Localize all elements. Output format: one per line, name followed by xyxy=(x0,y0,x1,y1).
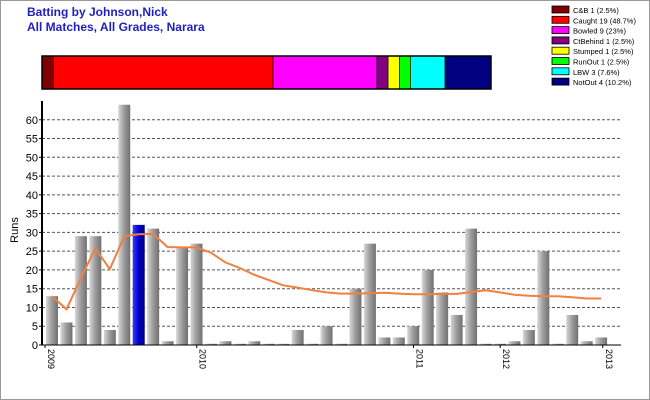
y-axis-label: Runs xyxy=(9,217,21,243)
average-line xyxy=(51,232,602,311)
runs-bar xyxy=(190,243,203,345)
runs-bar xyxy=(74,236,87,345)
average-line-path xyxy=(51,232,602,311)
runs-bar xyxy=(436,292,449,345)
x-tick-labels: 2009 2010 2011 2012 2013 xyxy=(44,345,614,369)
runs-bar xyxy=(89,236,102,345)
runs-bar xyxy=(291,329,304,345)
runs-bar xyxy=(537,251,550,345)
runs-bar xyxy=(363,243,376,345)
legend-label: CtBehind 1 (2.5%) xyxy=(573,37,635,46)
dismissal-segment xyxy=(410,55,446,90)
runs-bar xyxy=(349,288,362,345)
runs-bar xyxy=(277,343,290,345)
y-tick-label: 20 xyxy=(26,265,38,277)
runs-bar xyxy=(479,343,492,345)
legend-swatch xyxy=(551,26,570,35)
dismissal-segment xyxy=(41,55,54,90)
legend-label: Caught 19 (48.7%) xyxy=(573,16,636,25)
y-tick-label: 5 xyxy=(32,321,38,333)
y-tick-label: 40 xyxy=(26,190,38,202)
runs-bar xyxy=(392,337,405,345)
dismissal-segment xyxy=(52,55,274,90)
legend-label: Bowled 9 (23%) xyxy=(573,27,626,36)
runs-bar xyxy=(320,326,333,345)
y-tick-label: 15 xyxy=(26,284,38,296)
legend-swatch xyxy=(551,57,570,65)
y-tick-label: 35 xyxy=(26,209,38,221)
runs-bar xyxy=(465,228,478,345)
x-tick-label: 2012 xyxy=(501,349,511,369)
legend-swatch xyxy=(551,5,570,14)
y-tick-label: 60 xyxy=(26,115,38,127)
runs-bar xyxy=(60,322,73,345)
dismissal-segment xyxy=(387,55,400,90)
y-tick-label: 30 xyxy=(26,227,38,239)
legend-swatch xyxy=(551,36,570,45)
runs-bar xyxy=(551,343,564,345)
runs-bar xyxy=(161,341,174,345)
highlight-bar xyxy=(132,224,145,345)
legend-swatch xyxy=(551,67,570,76)
legend-label: RunOut 1 (2.5%) xyxy=(573,58,630,67)
runs-bar xyxy=(262,343,275,345)
runs-bar xyxy=(450,314,463,345)
legend-swatch xyxy=(551,15,570,24)
axes xyxy=(41,101,621,346)
legend-label: Stumped 1 (2.5%) xyxy=(573,47,634,56)
legend-label: C&B 1 (2.5%) xyxy=(573,6,619,15)
runs-bar xyxy=(522,329,535,345)
y-tick-label: 45 xyxy=(26,171,38,183)
y-tick-label: 55 xyxy=(26,134,38,146)
x-tick-label: 2010 xyxy=(198,349,208,369)
x-tick-label: 2009 xyxy=(46,349,56,369)
legend-swatch xyxy=(551,77,570,86)
runs-bar xyxy=(248,341,261,345)
x-tick-label: 2011 xyxy=(414,349,424,368)
runs-bar xyxy=(508,341,521,345)
runs-bar xyxy=(378,337,391,345)
dismissal-segment xyxy=(444,55,492,90)
y-tick-labels: 0 5 10 15 20 25 30 35 40 45 50 55 60 xyxy=(26,115,42,352)
legend-label: LBW 3 (7.6%) xyxy=(573,68,620,77)
runs-bar xyxy=(103,329,116,345)
runs-bar xyxy=(46,296,58,345)
dismissal-bar-outline xyxy=(41,55,492,90)
runs-bars xyxy=(46,104,608,345)
runs-bar xyxy=(335,343,347,345)
runs-bar xyxy=(204,343,217,345)
runs-bar xyxy=(118,104,131,345)
runs-bar xyxy=(219,341,232,345)
runs-bar xyxy=(233,343,246,345)
x-tick-label: 2013 xyxy=(604,349,614,369)
runs-bar xyxy=(493,343,506,345)
dismissal-stacked-bar xyxy=(41,55,492,90)
y-tick-label: 25 xyxy=(26,246,38,258)
runs-bar xyxy=(566,314,579,345)
runs-bar xyxy=(580,341,593,345)
dismissal-segment xyxy=(399,55,411,90)
runs-bar xyxy=(176,247,189,345)
dismissal-segment xyxy=(272,55,378,90)
y-tick-label: 0 xyxy=(32,340,38,352)
y-tick-label: 10 xyxy=(26,302,38,314)
legend-swatch xyxy=(551,46,570,55)
chart-subtitle: All Matches, All Grades, Narara xyxy=(27,20,205,34)
y-tick-label: 50 xyxy=(26,152,38,164)
dismissal-legend: C&B 1 (2.5%)Caught 19 (48.7%) Bowled 9 (2… xyxy=(551,5,636,87)
legend-label: NotOut 4 (10.2%) xyxy=(573,78,632,87)
runs-bar xyxy=(421,269,434,345)
runs-bar xyxy=(407,326,420,345)
runs-bar xyxy=(595,337,608,345)
dismissal-segment xyxy=(376,55,389,90)
runs-bar xyxy=(306,343,319,345)
chart-title: Batting by Johnson,Nick xyxy=(27,5,168,19)
runs-bar xyxy=(147,228,160,345)
